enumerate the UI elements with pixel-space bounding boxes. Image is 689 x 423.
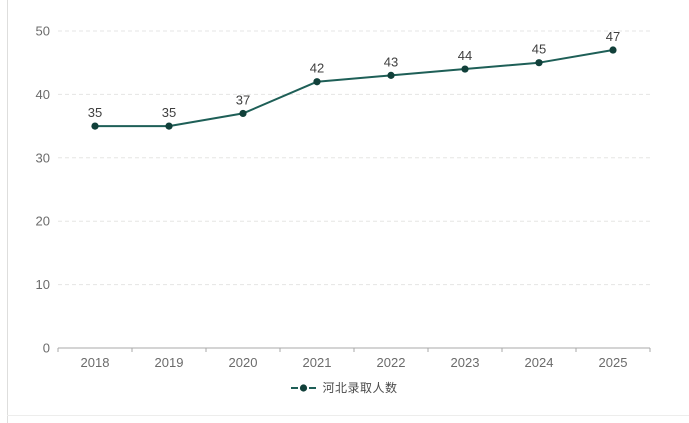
series-line	[94, 49, 614, 128]
data-point-label: 37	[236, 92, 250, 107]
y-axis-tick-label: 50	[36, 24, 50, 39]
data-point[interactable]	[91, 122, 99, 130]
y-axis-tick-label: 10	[36, 277, 50, 292]
page-left-border	[7, 0, 8, 423]
data-point[interactable]	[239, 109, 247, 118]
x-axis-tick-label: 2024	[525, 355, 554, 370]
data-point-label: 47	[606, 29, 620, 44]
line-chart-svg: 0 10 20 30 40 50 2018 2019 2020 2021 2022 2023 2024 2…	[36, 24, 651, 370]
y-axis-tick-label: 20	[36, 214, 50, 229]
y-axis-tick-label: 30	[36, 150, 50, 165]
legend-item[interactable]: 河北录取人数	[0, 379, 689, 397]
data-point[interactable]	[609, 46, 617, 54]
legend-line-dot-icon	[291, 384, 317, 392]
x-axis-tick-label: 2023	[451, 355, 480, 370]
x-axis-tick-label: 2021	[303, 355, 332, 370]
data-point-label: 35	[88, 105, 102, 120]
page-bottom-border	[7, 415, 689, 416]
data-point-label: 43	[384, 54, 398, 69]
x-axis-tick-label: 2019	[155, 355, 184, 370]
data-point[interactable]	[535, 59, 543, 67]
data-point-label: 35	[162, 105, 176, 120]
data-point[interactable]	[387, 71, 395, 79]
x-axis-tick-label: 2018	[81, 355, 110, 370]
x-axis-tick-label: 2025	[599, 355, 628, 370]
data-point[interactable]	[165, 122, 173, 130]
data-point[interactable]	[313, 78, 321, 86]
legend-label: 河北录取人数	[322, 381, 398, 395]
data-point-label: 42	[310, 61, 324, 76]
y-axis-tick-label: 0	[43, 341, 50, 356]
data-point-label: 44	[458, 48, 472, 63]
x-axis-tick-label: 2020	[229, 355, 258, 370]
x-axis-tick-label: 2022	[377, 355, 406, 370]
data-point-label: 45	[532, 42, 546, 57]
y-axis-tick-label: 40	[36, 87, 50, 102]
data-point[interactable]	[461, 65, 469, 73]
